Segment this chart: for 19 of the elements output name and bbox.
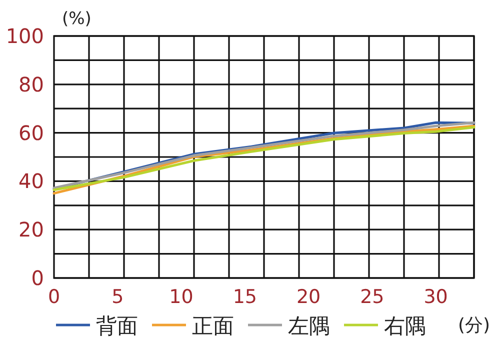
x-tick-label: 15 (232, 286, 258, 308)
y-tick-label: 40 (18, 169, 44, 194)
legend-label: 右隅 (384, 314, 426, 338)
legend-label: 正面 (192, 314, 234, 338)
x-tick-label: 5 (112, 286, 124, 308)
y-tick-label: 100 (6, 24, 44, 48)
x-tick-label: 10 (169, 286, 194, 308)
x-tick-label: 25 (360, 286, 384, 308)
x-axis-title: (分) (458, 315, 490, 336)
x-tick-label: 20 (296, 286, 321, 308)
x-tick-label: 30 (424, 286, 448, 308)
legend-label: 背面 (96, 314, 138, 338)
y-tick-label: 60 (18, 120, 44, 145)
y-tick-label: 80 (18, 72, 44, 96)
x-tick-label: 0 (48, 286, 60, 308)
legend-label: 左隅 (288, 314, 330, 338)
y-tick-label: 0 (31, 266, 44, 290)
y-tick-label: 20 (18, 218, 44, 242)
y-axis-title: (%) (62, 9, 92, 29)
